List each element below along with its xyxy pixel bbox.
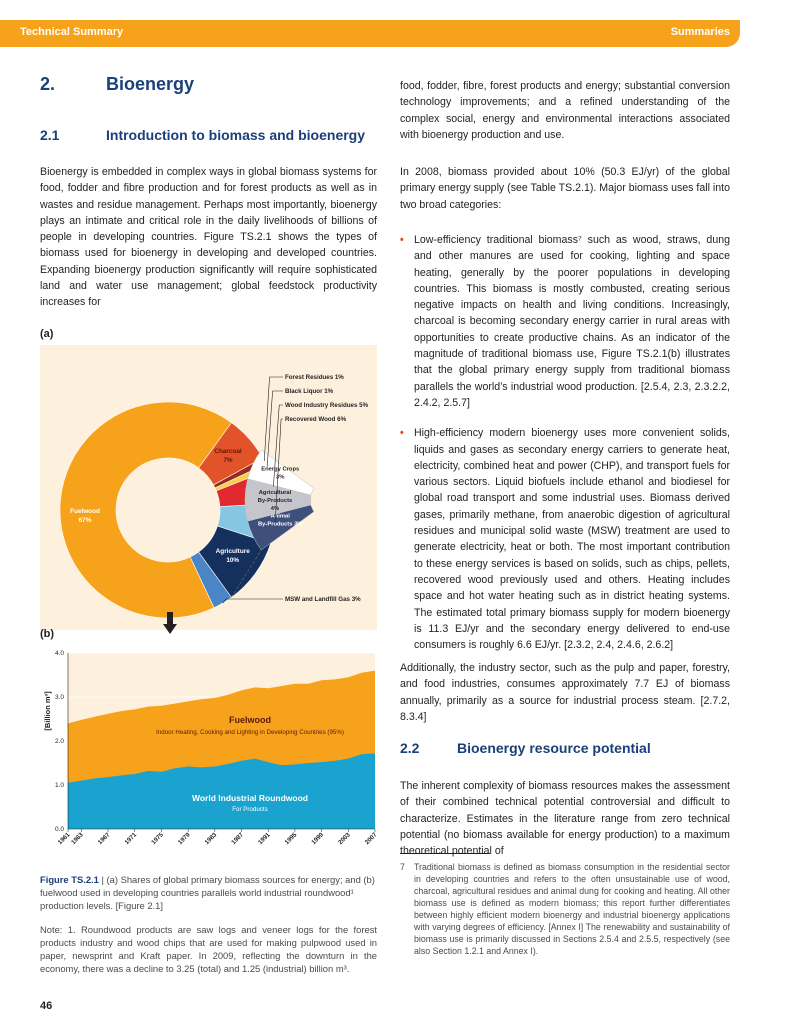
section-title: Bioenergy — [106, 74, 195, 94]
arrow-down-icon — [163, 612, 177, 634]
x-tick-label: 1971 — [123, 831, 138, 846]
callout-label-forest-residues: Forest Residues 1% — [285, 374, 344, 381]
header-chapter-label: Technical Summary — [20, 26, 124, 38]
series-label-fuelwood: Fuelwood — [229, 715, 271, 725]
x-tick-label: 1983 — [204, 831, 219, 846]
footnote-divider — [400, 853, 490, 854]
slice-label-charcoal: Charcoal — [214, 448, 242, 455]
bullet-icon: • — [400, 234, 404, 246]
callout-line-recovered-wood — [274, 418, 283, 524]
list-item: • Low-efficiency traditional biomass⁷ suc… — [400, 232, 730, 411]
list-item: • High-efficiency modern bioenergy uses m… — [400, 425, 730, 653]
y-tick-label: 4.0 — [55, 650, 64, 657]
x-tick-label: 1961 — [57, 831, 72, 846]
breakdown-connector-top — [231, 549, 262, 598]
callout-line-wood-industry — [273, 404, 283, 487]
series-sublabel-fuelwood: Indoor Heating, Cooking and Lighting in … — [156, 729, 344, 736]
x-tick-label: 1979 — [177, 831, 192, 846]
x-tick-label: 1999 — [310, 831, 325, 846]
x-tick-label: 1967 — [97, 831, 112, 846]
y-tick-label: 0.0 — [55, 826, 64, 833]
biomass-use-categories-list: • Low-efficiency traditional biomass⁷ suc… — [400, 232, 730, 667]
callout-label-black-liquor: Black Liquor 1% — [285, 388, 334, 395]
breakdown-label-agricultural: By-Products — [258, 498, 292, 504]
list-item-text: High-efficiency modern bioenergy uses mo… — [414, 427, 730, 652]
figure-caption-text: | (a) Shares of global primary biomass s… — [40, 874, 375, 911]
footnote-mark: 7 — [400, 862, 405, 872]
footnote-text: Traditional biomass is defined as biomas… — [414, 862, 730, 956]
x-tick-label: 1975 — [150, 831, 165, 846]
area-industrial-roundwood — [68, 753, 375, 829]
x-tick-label: 1995 — [284, 831, 299, 846]
footnote: 7 Traditional biomass is defined as biom… — [400, 861, 730, 957]
section-number: 2. — [40, 74, 56, 94]
header-bar — [0, 20, 740, 47]
y-tick-label: 3.0 — [55, 694, 64, 701]
x-tick-label: 1987 — [230, 831, 245, 846]
breakdown-label-agricultural: 4% — [271, 506, 279, 512]
body-paragraph: Additionally, the industry sector, such … — [400, 662, 730, 723]
y-axis-label: [Billion m³] — [43, 691, 52, 731]
breakdown-label-animal: By-Products 3% — [258, 521, 302, 527]
slice-label-charcoal-pct: 7% — [223, 457, 233, 464]
figure-caption-label: Figure TS.2.1 — [40, 874, 99, 885]
page-number: 46 — [40, 1000, 53, 1012]
series-label-roundwood: World Industrial Roundwood — [192, 793, 308, 803]
y-tick-label: 1.0 — [55, 782, 64, 789]
x-tick-label: 2007 — [364, 831, 377, 846]
donut-hole — [116, 458, 220, 562]
subsection-number: 2.1 — [40, 127, 60, 143]
callout-label-recovered-wood: Recovered Wood 6% — [285, 416, 347, 423]
body-paragraph: In 2008, biomass provided about 10% (50.… — [400, 166, 730, 211]
slice-label-agriculture: Agriculture — [216, 548, 251, 555]
y-tick-label: 2.0 — [55, 738, 64, 745]
slice-label-fuelwood: Fuelwood — [70, 508, 100, 515]
series-sublabel-roundwood: For Products — [232, 806, 267, 813]
subsection-title: Bioenergy resource potential — [457, 740, 651, 756]
callout-line-black-liquor — [266, 390, 283, 468]
callout-label-msw: MSW and Landfill Gas 3% — [285, 596, 361, 603]
panel-b-label: (b) — [40, 628, 55, 640]
header-section-label: Summaries — [670, 26, 730, 38]
callout-label-wood-industry: Wood Industry Residues 5% — [285, 402, 369, 409]
body-paragraph: Bioenergy is embedded in complex ways in… — [40, 166, 377, 309]
subsection-title: Introduction to biomass and bioenergy — [106, 127, 366, 143]
x-tick-label: 1991 — [257, 831, 272, 846]
callout-line-forest-residues — [263, 376, 283, 461]
subsection-number: 2.2 — [400, 740, 420, 756]
slice-label-agriculture-pct: 10% — [226, 557, 239, 564]
breakdown-label-agricultural: Agricultural — [259, 490, 292, 496]
breakdown-label-animal: Animal — [271, 513, 291, 519]
body-paragraph: food, fodder, fibre, forest products and… — [400, 80, 730, 141]
figure-note: Note: 1. Roundwood products are saw logs… — [40, 924, 377, 974]
x-tick-label: 2003 — [337, 831, 352, 846]
slice-label-fuelwood-pct: 67% — [79, 517, 92, 524]
figure-caption: Figure TS.2.1 | (a) Shares of global pri… — [40, 873, 377, 912]
breakdown-label-energy-crops: Energy Crops — [261, 467, 299, 473]
callout-line-msw — [222, 598, 283, 604]
bullet-icon: • — [400, 427, 404, 440]
breakdown-label-energy-crops: 3% — [276, 475, 284, 481]
list-item-text: Low-efficiency traditional biomass⁷ such… — [414, 234, 730, 409]
biomass-shares-donut-chart: Fuelwood 67% Charcoal 7% Agriculture 10% Anim… — [40, 345, 377, 630]
running-header: Technical Summary Summaries — [0, 0, 800, 47]
panel-a-label: (a) — [40, 328, 54, 340]
x-tick-label: 1963 — [70, 831, 85, 846]
body-paragraph: The inherent complexity of biomass resou… — [400, 780, 730, 858]
